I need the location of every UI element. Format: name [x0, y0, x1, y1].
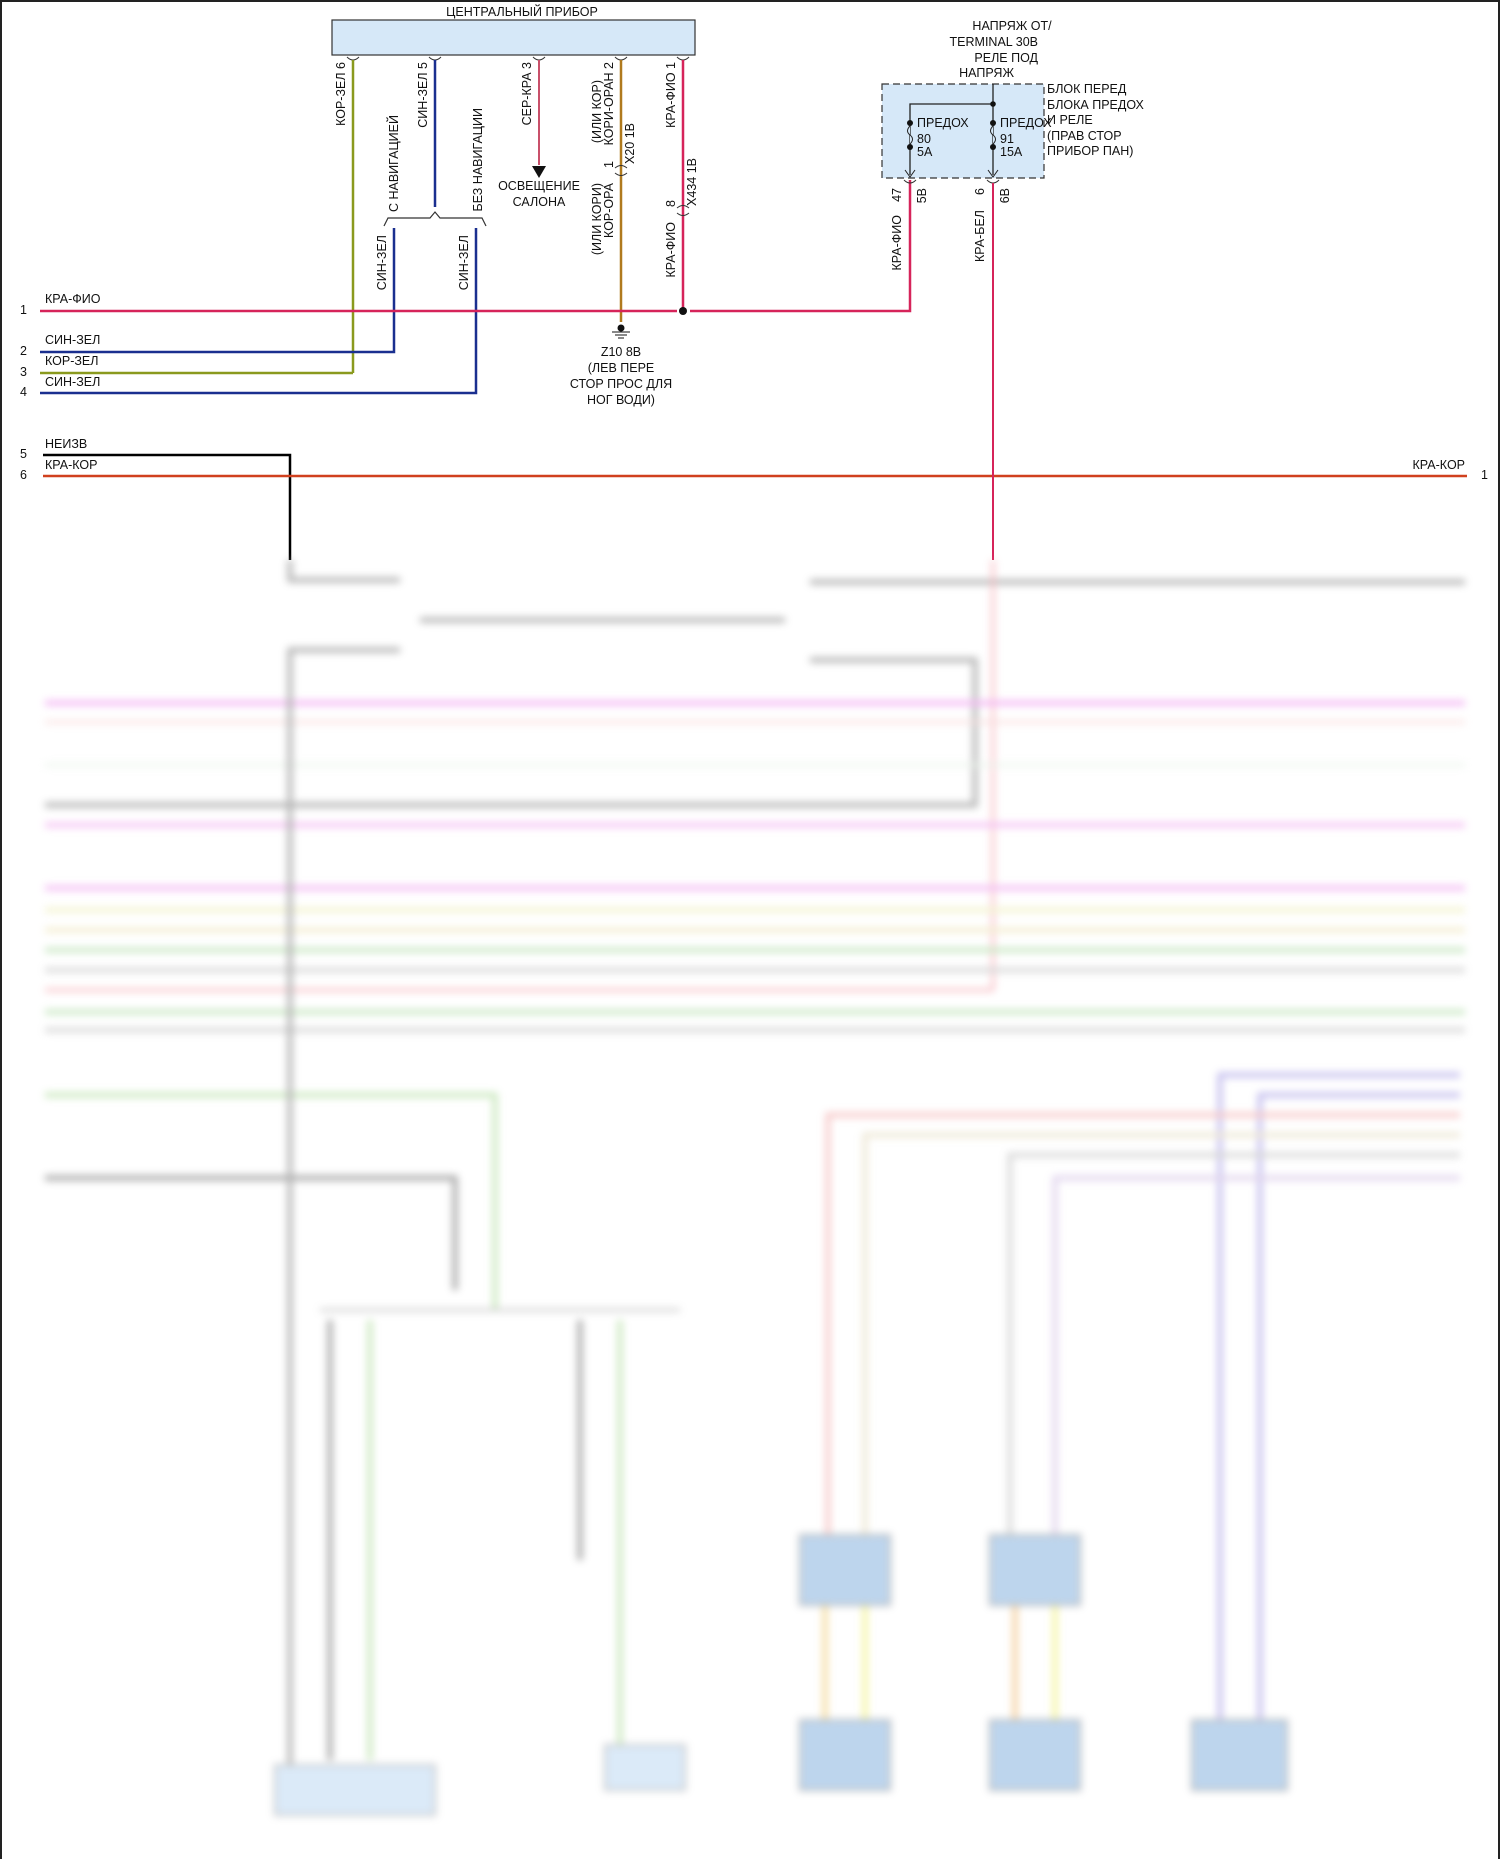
fuse-number: 91	[1000, 132, 1014, 146]
wire-label: КРА-БЕЛ	[973, 210, 987, 262]
fuse-icon	[907, 120, 913, 150]
nav-option-brace	[383, 211, 487, 227]
wire-label: КРА-ФИО	[890, 215, 904, 271]
pin-label: (ИЛИ КОР)	[590, 80, 604, 143]
wire-number: 3	[20, 365, 27, 379]
wire-sin-zel-no-nav	[40, 228, 478, 395]
fuse-block-name: (ПРАВ СТОР	[1047, 129, 1122, 143]
obscured-diagram-region	[45, 560, 1465, 1816]
ground-label: Z10 8B	[601, 345, 641, 359]
fuse-connector: 6B	[998, 188, 1012, 203]
fuse-block-name: И РЕЛЕ	[1047, 113, 1093, 127]
fuse-block-name: БЛОК ПЕРЕД	[1047, 82, 1127, 96]
fuse-pin: 6	[973, 188, 987, 195]
wire-label: КОР-ЗЕЛ	[45, 354, 98, 368]
pin-label: СИН-ЗЕЛ 5	[416, 62, 430, 128]
interior-light-label: САЛОНА	[513, 195, 566, 209]
wire-label: СИН-ЗЕЛ	[45, 333, 100, 347]
right-wire-label: КРА-КОР	[1413, 458, 1465, 472]
pin-label: КРА-ФИО	[664, 222, 678, 278]
pin-label: КОРИ-ОРАН 2	[602, 62, 616, 145]
fuse-rating: 15A	[1000, 145, 1023, 159]
inline-connectors	[614, 165, 690, 216]
pin-label: КРА-ФИО 1	[664, 62, 678, 128]
wire-neizv	[43, 453, 292, 560]
arrow-down-icon	[532, 166, 546, 178]
connector-label: X434 1B	[685, 158, 699, 206]
fuse-block-connectors	[903, 179, 1000, 184]
pin-label: КОР-ОРА	[602, 182, 616, 238]
wire-label: НЕИЗВ	[45, 437, 87, 451]
wire-label: СИН-ЗЕЛ	[457, 235, 471, 290]
without-nav-label: БЕЗ НАВИГАЦИИ	[471, 108, 485, 211]
module-pin-connectors	[346, 56, 690, 61]
fuse-label: ПРЕДОХ	[917, 116, 969, 130]
wire-kra-fio-47	[690, 180, 912, 313]
right-wire-number: 1	[1481, 468, 1488, 482]
fuse-block-name: БЛОКА ПРЕДОХ	[1047, 98, 1145, 112]
supply-label: TERMINAL 30B	[950, 35, 1038, 49]
wire-label: СИН-ЗЕЛ	[375, 235, 389, 290]
fuse-connector: 5B	[915, 188, 929, 203]
connector-pin: 8	[664, 200, 678, 207]
fuse-icon	[990, 120, 996, 150]
wire-label: КРА-ФИО	[45, 292, 101, 306]
ground-label: СТОР ПРОС ДЛЯ	[570, 377, 672, 391]
wire-sin-zel-nav	[40, 228, 396, 354]
fuse-rating: 5A	[917, 145, 933, 159]
fuse-label: ПРЕДОХ	[1000, 116, 1052, 130]
splice-dot	[990, 101, 996, 107]
with-nav-label: С НАВИГАЦИЕЙ	[386, 115, 401, 212]
supply-label: РЕЛЕ ПОД	[974, 51, 1038, 65]
ground-icon	[612, 324, 630, 339]
splice-dot	[679, 307, 687, 315]
interior-light-label: ОСВЕЩЕНИЕ	[498, 179, 580, 193]
fuse-bus	[909, 103, 993, 175]
wire-number: 6	[20, 468, 27, 482]
wire-number: 2	[20, 344, 27, 358]
pin-label: КОР-ЗЕЛ 6	[334, 62, 348, 126]
fuse-number: 80	[917, 132, 931, 146]
supply-label: НАПРЯЖ ОТ/	[972, 19, 1052, 33]
left-wire-labels: 1 КРА-ФИО 2 СИН-ЗЕЛ 3 КОР-ЗЕЛ 4 СИН-ЗЕЛ …	[20, 292, 101, 482]
fuse-pin: 47	[890, 188, 904, 202]
connector-label: X20 1B	[623, 123, 637, 164]
module-title: ЦЕНТРАЛЬНЫЙ ПРИБОР	[446, 4, 598, 19]
wire-label: СИН-ЗЕЛ	[45, 375, 100, 389]
fuse-block-name: ПРИБОР ПАН)	[1047, 144, 1133, 158]
central-module-box	[331, 19, 696, 56]
ground-label: НОГ ВОДИ)	[587, 393, 655, 407]
connector-pin: 1	[602, 161, 616, 168]
supply-label: НАПРЯЖ	[959, 66, 1014, 80]
pin-label: (ИЛИ КОРИ)	[590, 183, 604, 255]
pin-label: СЕР-КРА 3	[520, 62, 534, 125]
wire-number: 4	[20, 385, 27, 399]
wire-number: 1	[20, 303, 27, 317]
fuse-output-arrows	[904, 169, 999, 178]
wire-number: 5	[20, 447, 27, 461]
ground-label: (ЛЕВ ПЕРЕ	[588, 361, 655, 375]
fuse-block-box	[881, 83, 1045, 179]
wire-label: КРА-КОР	[45, 458, 97, 472]
